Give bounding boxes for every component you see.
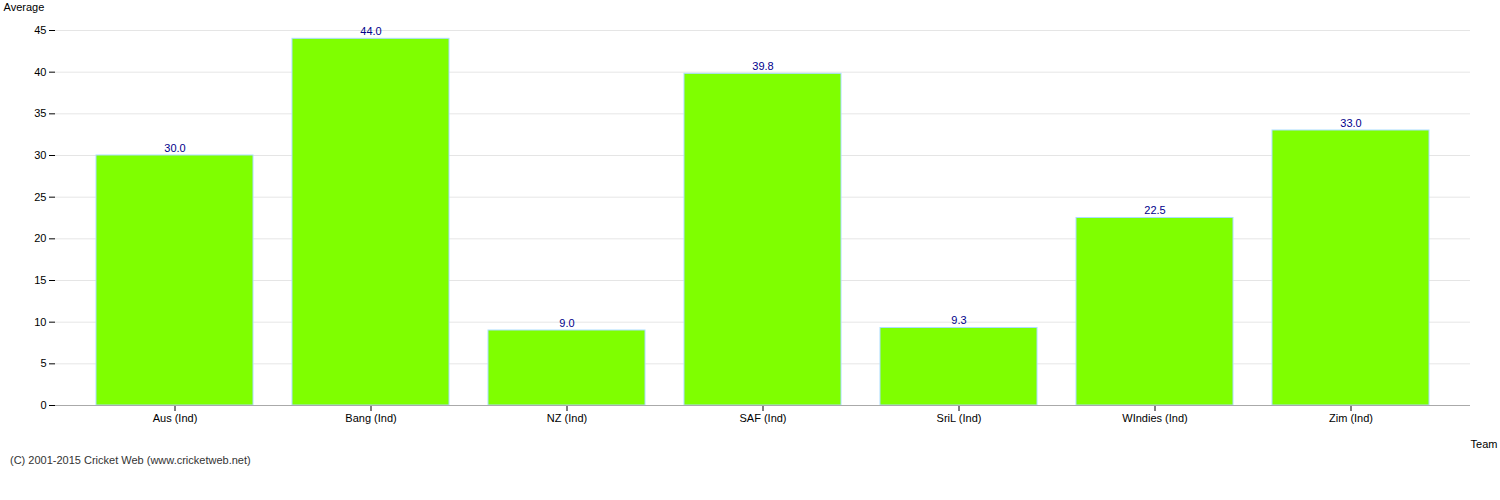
svg-text:9.3: 9.3: [951, 314, 966, 326]
svg-text:Average: Average: [4, 1, 45, 13]
svg-text:33.0: 33.0: [1340, 117, 1361, 129]
svg-text:Aus (Ind): Aus (Ind): [153, 412, 198, 424]
svg-text:40: 40: [34, 66, 46, 78]
svg-text:Bang (Ind): Bang (Ind): [345, 412, 396, 424]
svg-text:NZ (Ind): NZ (Ind): [547, 412, 587, 424]
svg-text:20: 20: [34, 232, 46, 244]
svg-text:22.5: 22.5: [1144, 204, 1165, 216]
svg-text:39.8: 39.8: [752, 60, 773, 72]
svg-text:30: 30: [34, 149, 46, 161]
svg-text:0: 0: [40, 399, 46, 411]
svg-text:44.0: 44.0: [360, 25, 381, 37]
svg-text:WIndies (Ind): WIndies (Ind): [1122, 412, 1187, 424]
svg-text:SAF (Ind): SAF (Ind): [739, 412, 786, 424]
svg-text:10: 10: [34, 316, 46, 328]
html-text:(C) 2001-2015 Cricket Web (www: (C) 2001-2015 Cricket Web (www.cricketwe…: [10, 454, 251, 466]
svg-text:9.0: 9.0: [559, 317, 574, 329]
svg-text:30.0: 30.0: [164, 142, 185, 154]
svg-text:25: 25: [34, 191, 46, 203]
svg-text:Team: Team: [1471, 438, 1498, 450]
svg-text:5: 5: [40, 357, 46, 369]
svg-text:35: 35: [34, 107, 46, 119]
svg-text:45: 45: [34, 24, 46, 36]
svg-text:Zim (Ind): Zim (Ind): [1329, 412, 1373, 424]
svg-text:15: 15: [34, 274, 46, 286]
svg-text:SriL (Ind): SriL (Ind): [937, 412, 982, 424]
